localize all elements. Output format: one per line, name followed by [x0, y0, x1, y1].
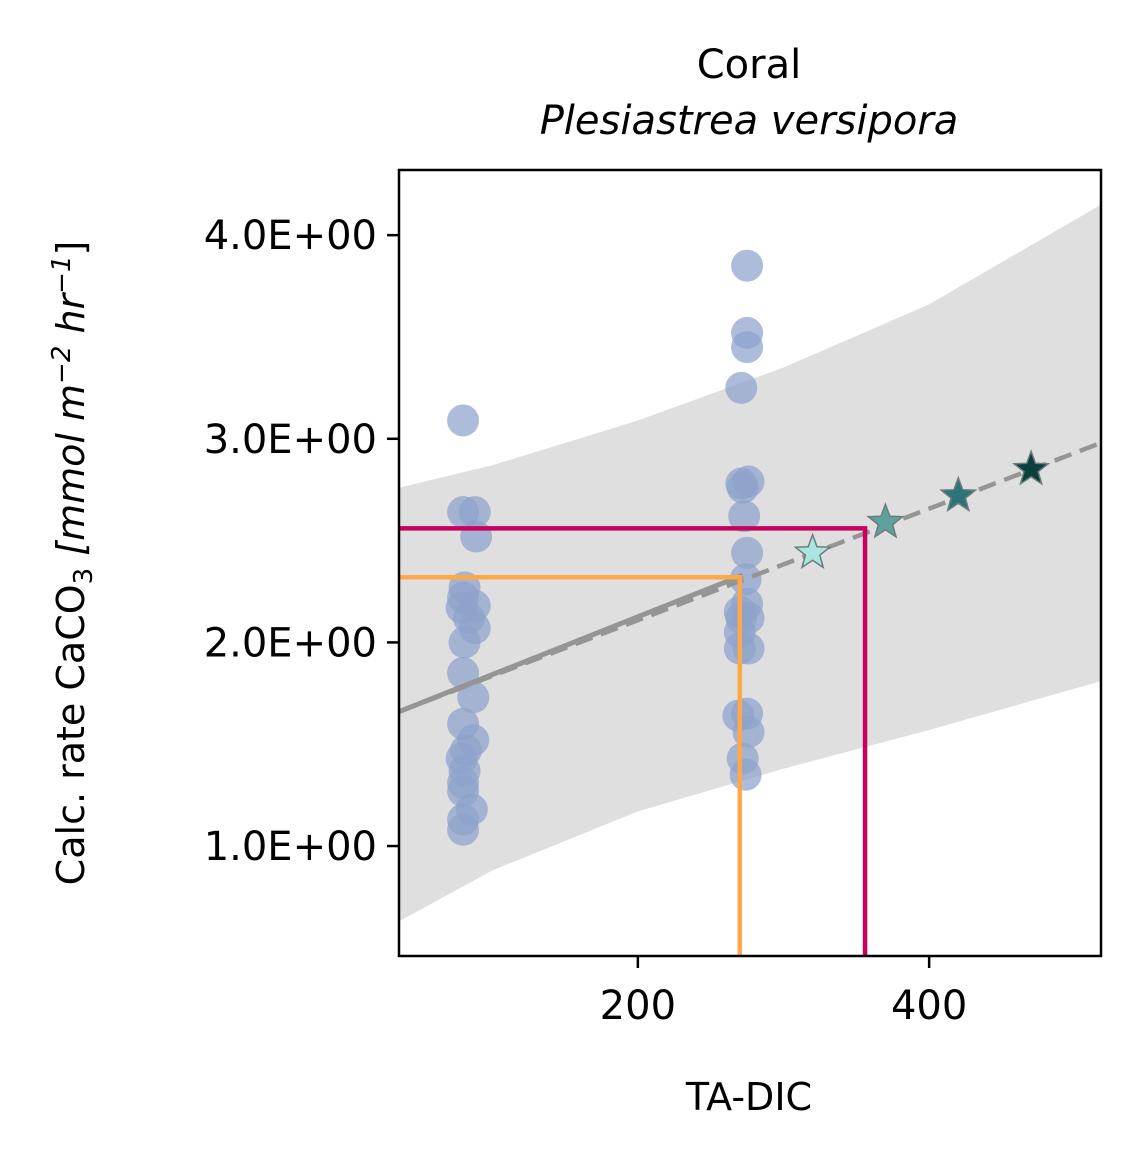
y-axis-label-sub: 3: [69, 568, 99, 585]
data-point: [447, 404, 480, 437]
y-tick-label: 3.0E+00: [204, 417, 377, 463]
y-tick-label: 1.0E+00: [204, 824, 377, 870]
data-point: [731, 331, 764, 364]
data-point: [732, 716, 765, 749]
data-point: [732, 632, 765, 665]
y-axis-label-sup2: −1: [47, 256, 77, 294]
data-point: [447, 813, 480, 846]
guide-line-orange: [399, 575, 743, 956]
chart-title: Coral: [697, 42, 801, 88]
y-tick-label: 2.0E+00: [204, 620, 377, 666]
projection-star: [1011, 449, 1051, 486]
fit-line-solid: [399, 572, 744, 714]
data-point: [725, 371, 758, 404]
data-point: [726, 471, 759, 504]
data-point: [731, 249, 764, 282]
y-axis-label-unit-open: [mmol m: [49, 384, 93, 568]
y-axis-label: Calc. rate CaCO3 [mmol m−2 hr−1]: [47, 241, 99, 886]
plot-area: [399, 204, 1101, 956]
data-point: [460, 520, 493, 553]
data-point: [729, 758, 762, 791]
x-tick-label: 200: [600, 983, 676, 1029]
data-point: [448, 626, 481, 659]
data-point: [457, 681, 490, 714]
x-axis-label: TA-DIC: [685, 1075, 812, 1119]
y-axis-label-sup1: −2: [47, 346, 77, 384]
data-point: [728, 500, 761, 533]
y-axis-label-unit-close: ]: [49, 241, 93, 256]
guide-line-magenta: [399, 526, 868, 956]
y-axis-label-unit-mid: hr: [49, 291, 93, 345]
y-tick-label: 4.0E+00: [204, 213, 377, 259]
projection-star: [939, 475, 978, 513]
projection-star: [866, 502, 905, 539]
projection-star: [793, 532, 832, 570]
data-point: [731, 536, 764, 569]
axis-ticks: 200 400 1.0E+00 2.0E+00 3.0E+00 4.0E+00: [204, 213, 968, 1029]
data-point: [458, 496, 491, 529]
plot-frame: [397, 168, 1103, 958]
y-axis-label-prefix: Calc. rate CaCO: [49, 584, 93, 885]
x-tick-label: 400: [891, 983, 967, 1029]
chart-subtitle: Plesiastrea versipora: [540, 98, 959, 144]
